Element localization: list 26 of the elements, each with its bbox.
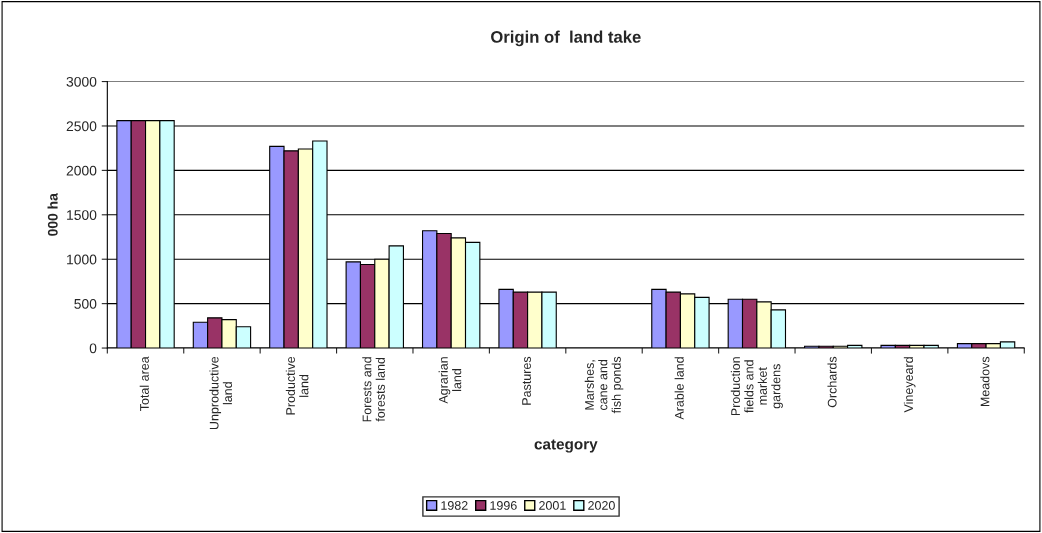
legend-label: 1982: [441, 501, 468, 510]
x-tick-label: Forests and forests land: [362, 357, 385, 422]
x-tick-label: Total area: [139, 356, 149, 411]
legend-label: 2020: [588, 501, 615, 510]
x-tick-label: Meadovs: [980, 356, 990, 407]
y-axis-title: 000 ha: [47, 193, 58, 236]
x-axis-title: category: [534, 439, 598, 453]
y-tick-label: 2500: [66, 121, 97, 132]
y-tick-label: 2000: [66, 165, 97, 176]
x-tick-label: Arable land: [674, 357, 684, 420]
x-tick-label: Unproductive land: [209, 356, 233, 430]
y-tick-label: 1000: [67, 254, 97, 265]
x-tick-label: Agrarian land: [438, 357, 462, 404]
x-tick-label: Pastures: [522, 356, 531, 405]
chart-title: Origin of land take: [491, 30, 641, 47]
x-tick-label: Vineyeard: [903, 357, 916, 413]
y-tick-label: 1500: [67, 210, 97, 220]
x-tick-label: Orchards: [827, 356, 837, 408]
x-tick-label: Marshes, cane and fish ponds: [584, 356, 624, 414]
x-tick-label: Production fields and market gardens: [730, 357, 783, 416]
y-tick-label: 3000: [66, 76, 97, 87]
y-tick-label: 500: [74, 298, 97, 309]
x-tick-label: Productive land: [285, 356, 309, 415]
legend-label: 2001: [539, 501, 566, 510]
y-tick-label: 0: [89, 343, 97, 354]
legend-label: 1996: [490, 501, 517, 510]
